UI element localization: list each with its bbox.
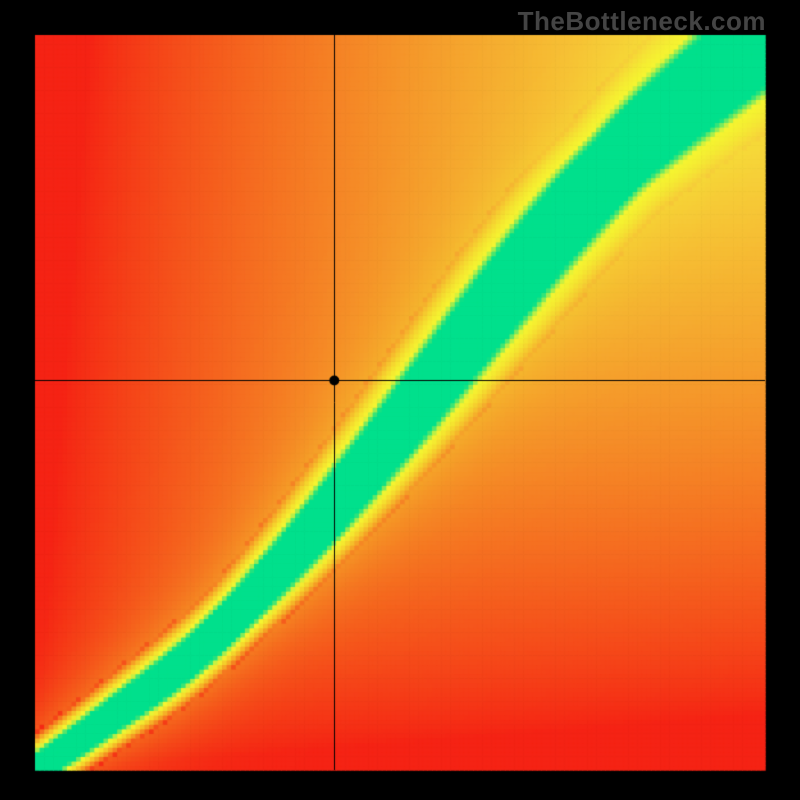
chart-container: TheBottleneck.com [0,0,800,800]
watermark-text: TheBottleneck.com [518,6,766,37]
bottleneck-heatmap [0,0,800,800]
